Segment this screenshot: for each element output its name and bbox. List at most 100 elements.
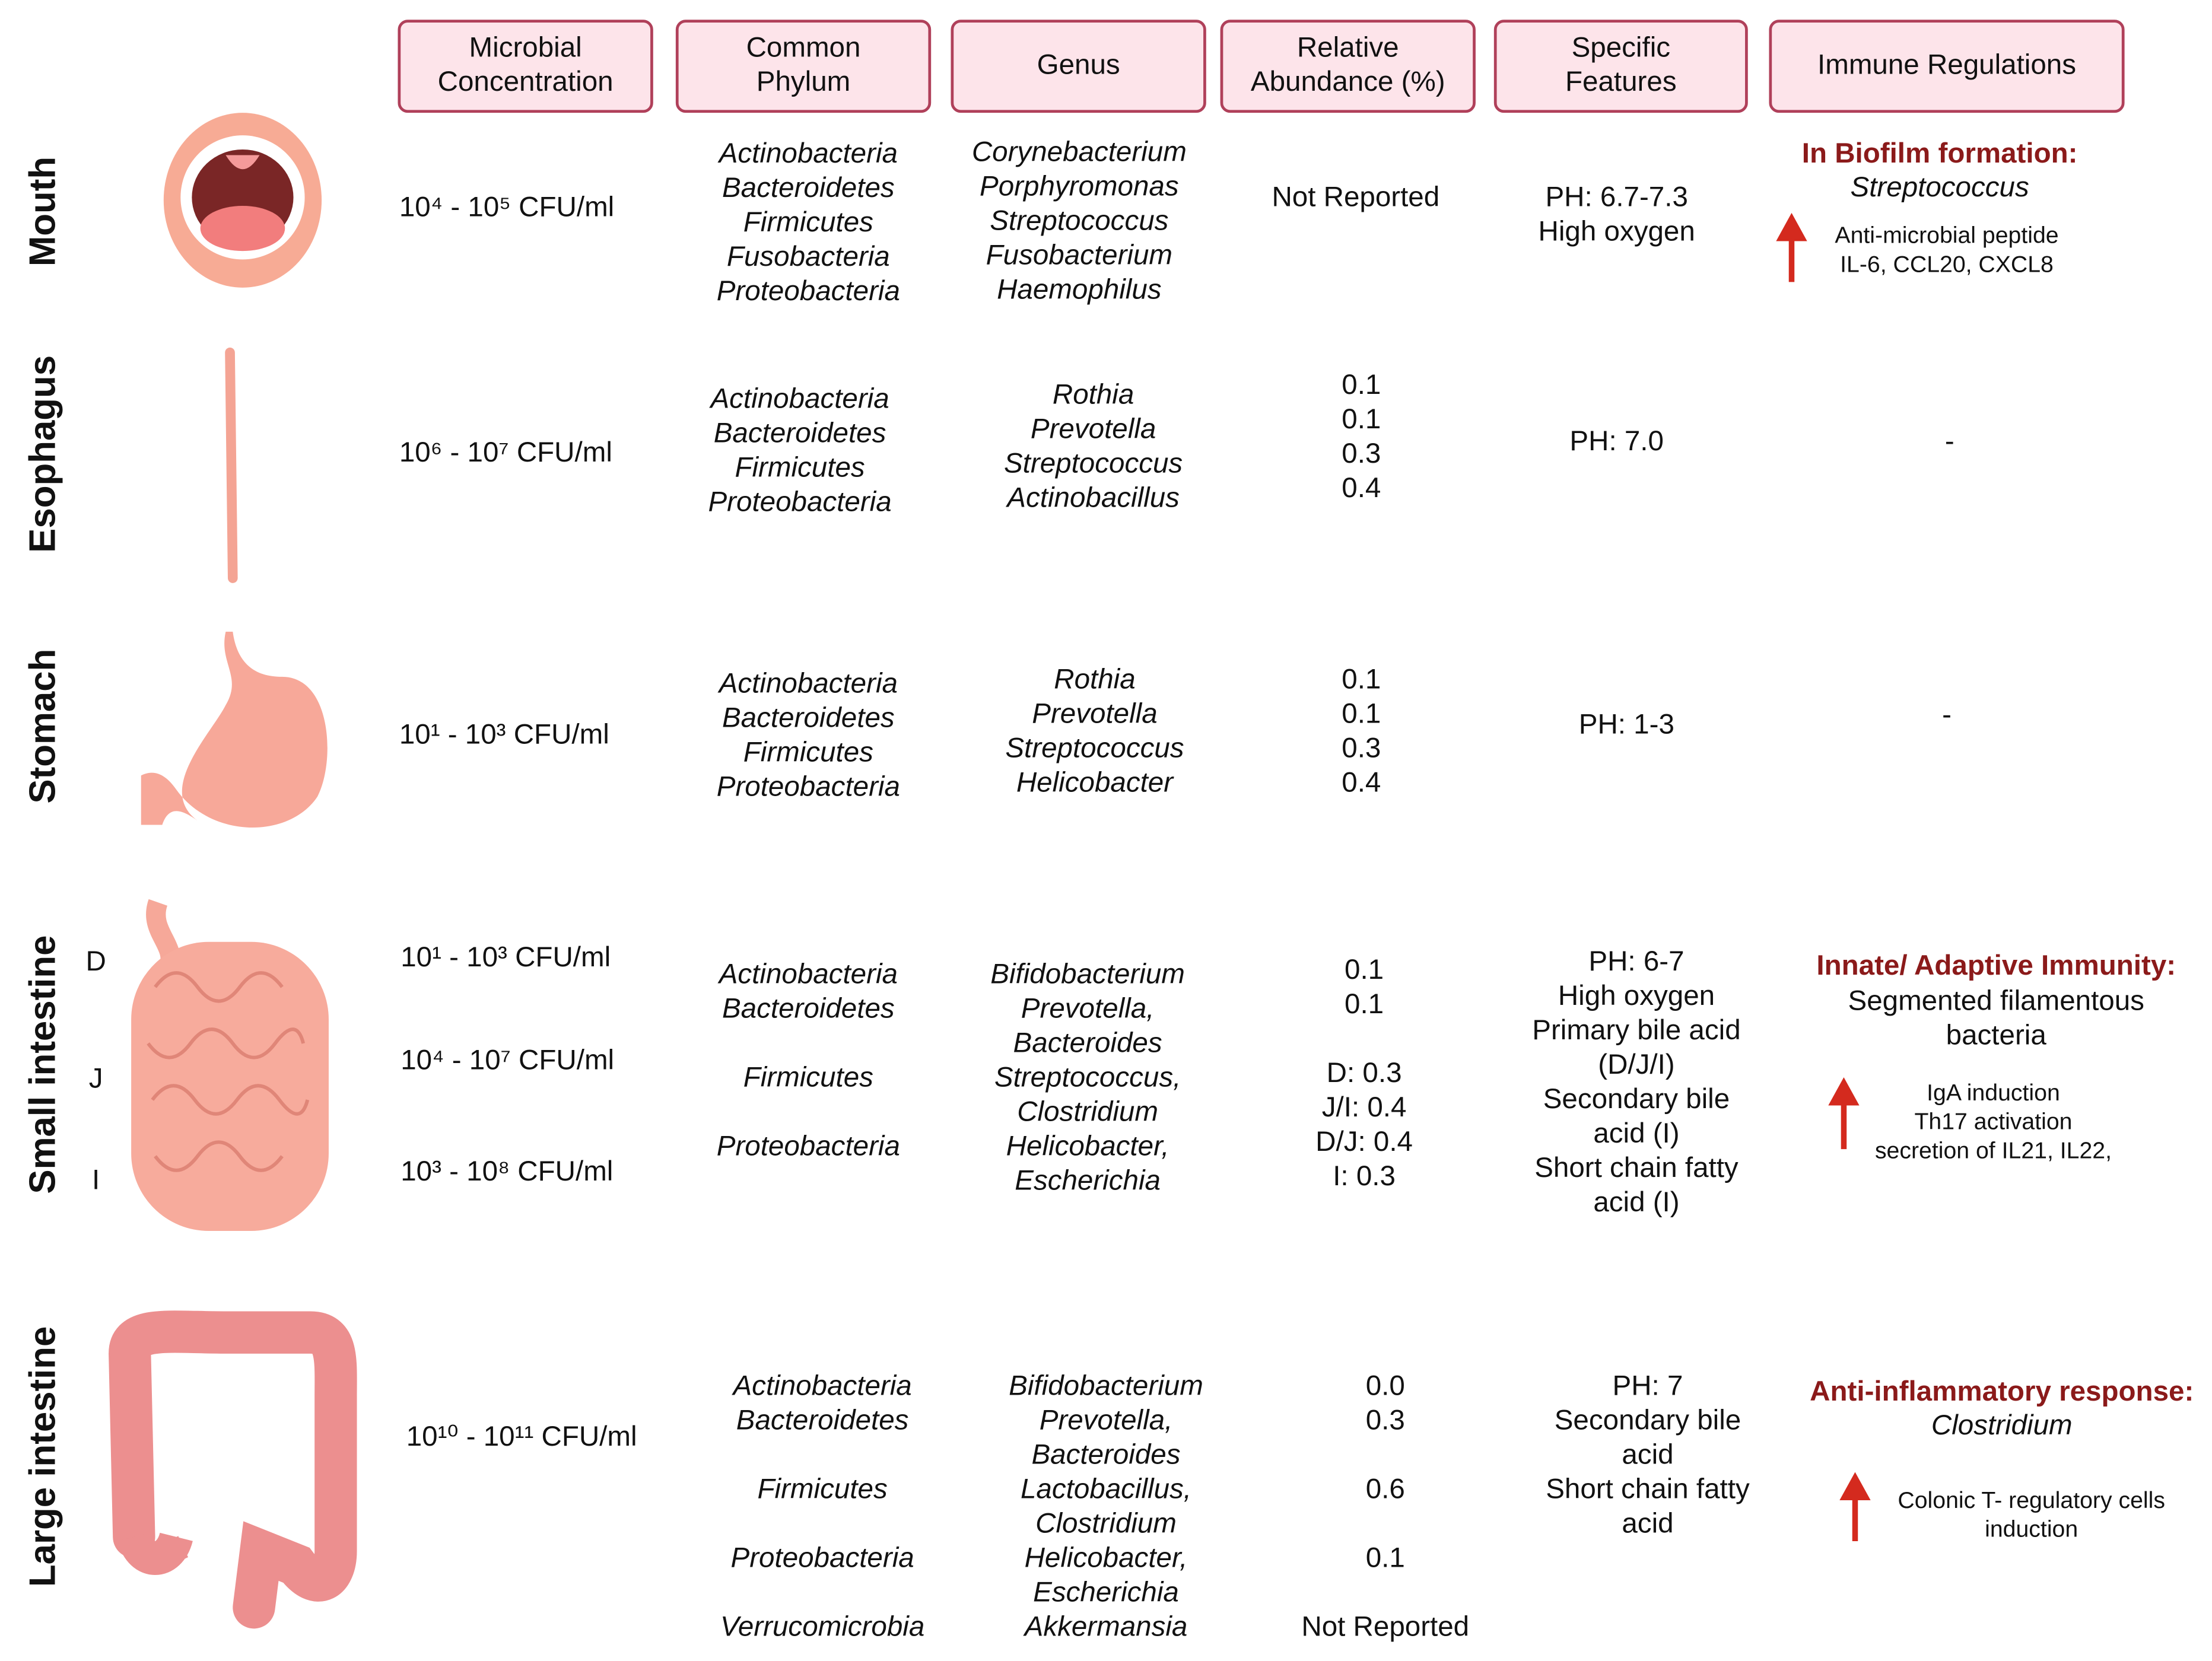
genus: Streptococcus — [1005, 733, 1184, 764]
header-text: Features — [1565, 66, 1677, 97]
abundance: 0.0 — [1366, 1370, 1405, 1401]
header-text: Immune Regulations — [1817, 49, 2076, 80]
feature: PH: 7 — [1613, 1370, 1683, 1401]
phylum: Firmicutes — [743, 1061, 873, 1093]
phylum: Actinobacteria — [717, 138, 898, 169]
abundance: 0.1 — [1342, 664, 1381, 695]
esophagus-illustration — [225, 347, 238, 583]
abundance: J/I: 0.4 — [1322, 1092, 1407, 1123]
organ-label: Mouth — [22, 157, 63, 266]
large-intestine-illustration — [109, 1310, 357, 1629]
header-box — [951, 20, 1206, 113]
immune-heading: In Biofilm formation: — [1802, 138, 2078, 169]
feature: Short chain fatty — [1546, 1473, 1750, 1504]
genus: Lactobacillus, — [1021, 1473, 1191, 1504]
genus: Clostridium — [1017, 1096, 1158, 1127]
genus: Streptococcus, — [994, 1061, 1181, 1093]
immune-item: Th17 activation — [1914, 1109, 2072, 1135]
immune-subtitle: Streptococcus — [1851, 171, 2029, 203]
feature: Secondary bile — [1555, 1404, 1741, 1436]
immune-subtitle: bacteria — [1946, 1020, 2047, 1051]
abundance: 0.3 — [1342, 438, 1381, 469]
immune-item: Anti-microbial peptide — [1835, 222, 2058, 249]
abundance: Not Reported — [1301, 1611, 1469, 1642]
genus: Prevotella, — [1021, 992, 1155, 1024]
immune-item: Colonic T- regulatory cells — [1898, 1487, 2165, 1513]
feature: High oxygen — [1558, 980, 1715, 1011]
abundance: I: 0.3 — [1333, 1160, 1396, 1192]
phylum: Bacteroidetes — [722, 992, 895, 1024]
genus: Clostridium — [1035, 1507, 1177, 1539]
up-arrow-head — [1828, 1077, 1860, 1106]
concentration: 10³ - 10⁸ CFU/ml — [401, 1156, 613, 1187]
abundance: 0.1 — [1366, 1542, 1405, 1573]
abundance: 0.1 — [1345, 988, 1384, 1020]
feature: acid — [1622, 1439, 1673, 1470]
genus: Bacteroides — [1013, 1027, 1162, 1058]
header-text: Common — [746, 32, 861, 63]
genus: Bifidobacterium — [990, 958, 1185, 989]
phylum: Proteobacteria — [717, 771, 900, 803]
feature: Primary bile acid — [1532, 1014, 1740, 1046]
abundance: 0.1 — [1345, 954, 1384, 985]
phylum: Actinobacteria — [717, 958, 898, 989]
header-box — [1220, 20, 1476, 113]
feature: PH: 7.0 — [1569, 425, 1664, 457]
phylum: Actinobacteria — [708, 383, 889, 415]
immune-item: secretion of IL21, IL22, — [1875, 1137, 2112, 1163]
concentration: 10¹ - 10³ CFU/ml — [401, 941, 611, 973]
genus: Streptococcus — [1004, 447, 1183, 479]
immune-item: induction — [1985, 1516, 2078, 1542]
genus: Helicobacter — [1016, 767, 1174, 798]
phylum: Firmicutes — [735, 452, 865, 483]
genus: Escherichia — [1015, 1164, 1161, 1196]
header-box — [1769, 20, 2125, 113]
phylum: Verrucomicrobia — [720, 1611, 924, 1642]
concentration: 10¹⁰ - 10¹¹ CFU/ml — [406, 1421, 637, 1452]
feature: PH: 1-3 — [1579, 709, 1674, 740]
abundance: 0.1 — [1342, 403, 1381, 435]
phylum: Bacteroidetes — [736, 1404, 909, 1436]
genus: Fusobacterium — [986, 240, 1172, 271]
genus: Helicobacter, — [1006, 1130, 1169, 1162]
small-intestine-illustration — [131, 899, 329, 1232]
up-arrow-head — [1839, 1472, 1871, 1501]
feature: Short chain fatty — [1534, 1152, 1739, 1183]
up-arrow-head — [1776, 212, 1807, 241]
organ-label: Esophagus — [22, 355, 63, 553]
header-text: Relative — [1297, 32, 1399, 63]
genus: Haemophilus — [997, 274, 1161, 306]
genus: Helicobacter, — [1025, 1542, 1188, 1573]
stomach-illustration — [141, 631, 328, 828]
phylum: Bacteroidetes — [714, 418, 886, 449]
immune-text: - — [1942, 699, 1952, 730]
organ-label: Stomach — [22, 649, 63, 804]
phylum: Proteobacteria — [708, 486, 891, 518]
feature: PH: 6-7 — [1588, 946, 1684, 977]
concentration: 10⁴ - 10⁷ CFU/ml — [401, 1044, 614, 1075]
organ-label: Large intestine — [22, 1326, 63, 1587]
genus: Bifidobacterium — [1009, 1370, 1203, 1401]
phylum: Fusobacteria — [727, 241, 890, 272]
abundance: Not Reported — [1272, 182, 1439, 213]
abundance: D/J: 0.4 — [1315, 1126, 1413, 1157]
immune-subtitle: Clostridium — [1931, 1409, 2073, 1441]
abundance: 0.4 — [1342, 472, 1381, 504]
feature: PH: 6.7-7.3 — [1545, 182, 1687, 213]
header-box — [398, 20, 653, 113]
phylum: Proteobacteria — [717, 275, 900, 307]
segment-label: D — [86, 946, 106, 977]
concentration: 10⁴ - 10⁵ CFU/ml — [399, 191, 614, 222]
genus: Streptococcus — [990, 205, 1168, 237]
phylum: Proteobacteria — [731, 1542, 914, 1573]
abundance: 0.1 — [1342, 698, 1381, 730]
segment-label: I — [92, 1164, 100, 1195]
genus: Prevotella — [1032, 698, 1157, 730]
feature: High oxygen — [1539, 216, 1695, 247]
genus: Bacteroides — [1031, 1439, 1180, 1470]
genus: Rothia — [1054, 664, 1135, 695]
header-text: Concentration — [438, 66, 614, 97]
phylum: Bacteroidetes — [722, 702, 895, 734]
